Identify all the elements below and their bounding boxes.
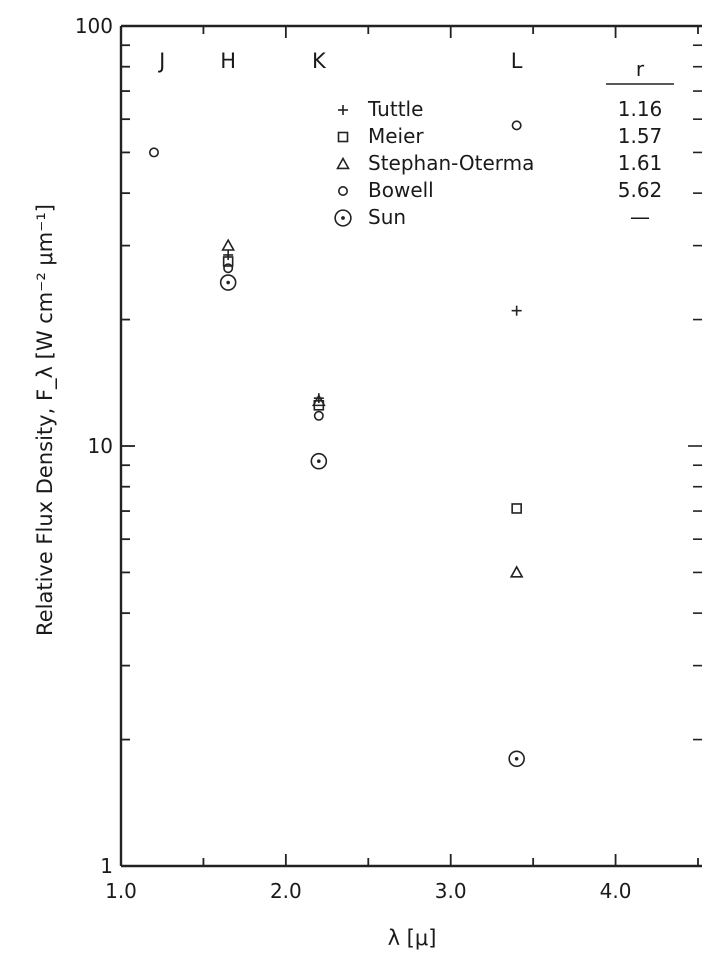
legend-r-value: 1.16	[618, 97, 663, 121]
legend-label: Stephan-Oterma	[368, 151, 534, 175]
legend-r-value: 1.57	[618, 124, 663, 148]
ticks	[120, 25, 702, 867]
band-label: K	[312, 49, 327, 73]
legend-r-value: 1.61	[618, 151, 663, 175]
marker-triangle	[336, 156, 350, 170]
point-bowell	[148, 147, 159, 158]
band-label: J	[157, 49, 165, 73]
point-sun	[219, 274, 237, 291]
marker-plus	[338, 105, 348, 115]
data-points	[148, 120, 525, 768]
band-label: H	[220, 49, 236, 73]
legend-r-header: r	[636, 57, 645, 81]
legend-r-value: —	[630, 205, 650, 229]
legend-label: Tuttle	[367, 97, 423, 121]
point-bowell	[313, 410, 324, 421]
y-tick-label: 10	[88, 434, 113, 458]
band-label: L	[511, 49, 523, 73]
legend-label: Sun	[368, 205, 406, 229]
y-tick-label: 1	[100, 854, 113, 878]
x-tick-label: 2.0	[270, 879, 302, 903]
marker-circle	[337, 186, 348, 197]
point-stephan-oterma	[509, 565, 524, 578]
x-tick-label: 1.0	[105, 879, 137, 903]
x-tick-label: 4.0	[600, 879, 632, 903]
point-stephan-oterma	[311, 393, 326, 407]
point-meier	[222, 256, 234, 267]
point-bowell	[223, 263, 234, 274]
legend-label: Meier	[368, 124, 424, 148]
marker-dot-circle	[334, 209, 352, 227]
point-tuttle	[223, 249, 234, 260]
point-stephan-oterma	[221, 238, 236, 251]
marker-square	[337, 131, 349, 143]
point-sun	[508, 750, 525, 768]
x-axis-label: λ [μ]	[388, 926, 437, 950]
point-sun	[310, 452, 328, 470]
point-tuttle	[511, 305, 522, 316]
legend-label: Bowell	[368, 178, 434, 202]
legend: r Tuttle 1.16 Meier 1.57 Stephan-Oterma 1.61 Bo…	[334, 57, 674, 229]
x-tick-label: 3.0	[435, 879, 467, 903]
point-meier	[511, 503, 522, 514]
legend-r-value: 5.62	[618, 178, 663, 202]
y-axis-label: Relative Flux Density, F_λ [W cm⁻² μm⁻¹]	[33, 204, 58, 636]
tick-labels: 100 10 11.0 2.0 3.0 4.0	[75, 14, 632, 903]
y-tick-label: 100	[75, 14, 113, 38]
point-bowell	[511, 120, 522, 131]
